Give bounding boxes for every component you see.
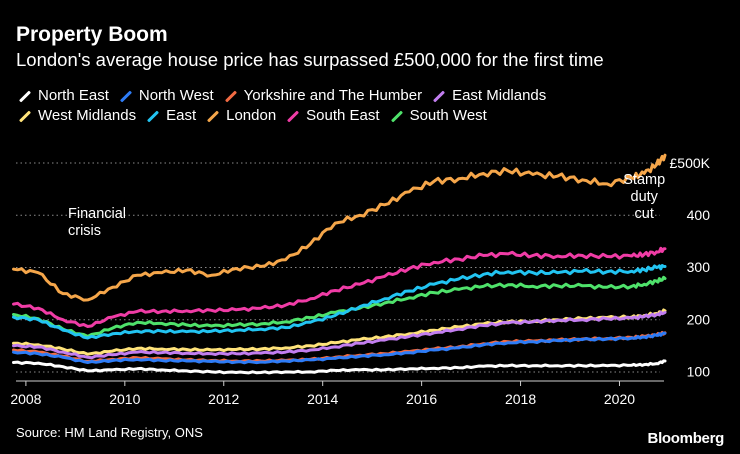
legend-label-east: East: [166, 107, 197, 124]
x-tick-label-2012: 2012: [208, 391, 239, 407]
y-tick-label-500: £500K: [670, 155, 711, 171]
legend-item-east-midlands: East Midlands: [430, 86, 546, 106]
legend-label-north-west: North West: [138, 87, 214, 104]
axis-labels: 100 200 300 400 £500K 2008 2010 2012 2014 2016 201…: [10, 155, 710, 407]
x-tick-label-2020: 2020: [604, 391, 635, 407]
series-line-south-west: [12, 275, 667, 338]
y-tick-label-200: 200: [687, 311, 711, 327]
annotation-stamp-duty-cut-line-2: duty: [631, 189, 659, 205]
legend-label-north-east: North East: [38, 87, 109, 104]
series-line-north-east: [12, 359, 667, 375]
series-line-north-west: [12, 331, 667, 365]
legend-item-north-east: North East: [16, 86, 109, 106]
legend-label-yorkshire-and-the-humber: Yorkshire and The Humber: [243, 87, 423, 104]
series-line-east-midlands: [12, 310, 667, 360]
legend-row-2: West Midlands East London South East South W…: [16, 106, 495, 126]
chart-subtitle: London's average house price has surpass…: [16, 49, 604, 70]
series-line-london: [12, 153, 667, 302]
x-tick-label-2008: 2008: [10, 391, 41, 407]
series-line-west-midlands: [12, 308, 667, 356]
y-tick-label-100: 100: [687, 364, 711, 380]
legend-item-north-west: North West: [117, 86, 214, 106]
legend-item-south-west: South West: [388, 106, 487, 126]
legend-item-yorkshire-and-the-humber: Yorkshire and The Humber: [222, 86, 422, 106]
legend-row-1: North East North West Yorkshire and The Hu…: [16, 86, 554, 106]
legend-item-london: London: [204, 106, 276, 126]
chart-title: Property Boom: [16, 23, 168, 46]
legend-item-west-midlands: West Midlands: [16, 106, 136, 126]
annotation-stamp-duty-cut-line-3: cut: [635, 206, 654, 222]
x-tick-label-2016: 2016: [406, 391, 437, 407]
legend-item-east: East: [144, 106, 196, 126]
x-tick-label-2010: 2010: [109, 391, 140, 407]
legend-item-south-east: South East: [284, 106, 380, 126]
legend-label-london: London: [226, 107, 277, 124]
legend-label-south-east: South East: [306, 107, 380, 124]
series-lines: [12, 153, 667, 375]
annotation-stamp-duty-cut-line-1: Stamp: [623, 172, 665, 188]
legend-label-west-midlands: West Midlands: [38, 107, 137, 124]
x-tick-label-2014: 2014: [307, 391, 338, 407]
legend-label-east-midlands: East Midlands: [452, 87, 547, 104]
x-tick-label-2018: 2018: [505, 391, 536, 407]
annotation-financial-crisis-line-1: Financial: [68, 206, 126, 222]
y-tick-label-300: 300: [687, 259, 711, 275]
annotation-financial-crisis-line-2: crisis: [68, 223, 101, 239]
series-line-east: [12, 264, 667, 340]
series-line-south-east: [12, 246, 667, 328]
source-note: Source: HM Land Registry, ONS: [16, 425, 203, 440]
bloomberg-logo: Bloomberg: [647, 430, 725, 447]
legend-label-south-west: South West: [409, 107, 487, 124]
gridlines: [16, 162, 664, 386]
y-tick-label-400: 400: [687, 207, 711, 223]
